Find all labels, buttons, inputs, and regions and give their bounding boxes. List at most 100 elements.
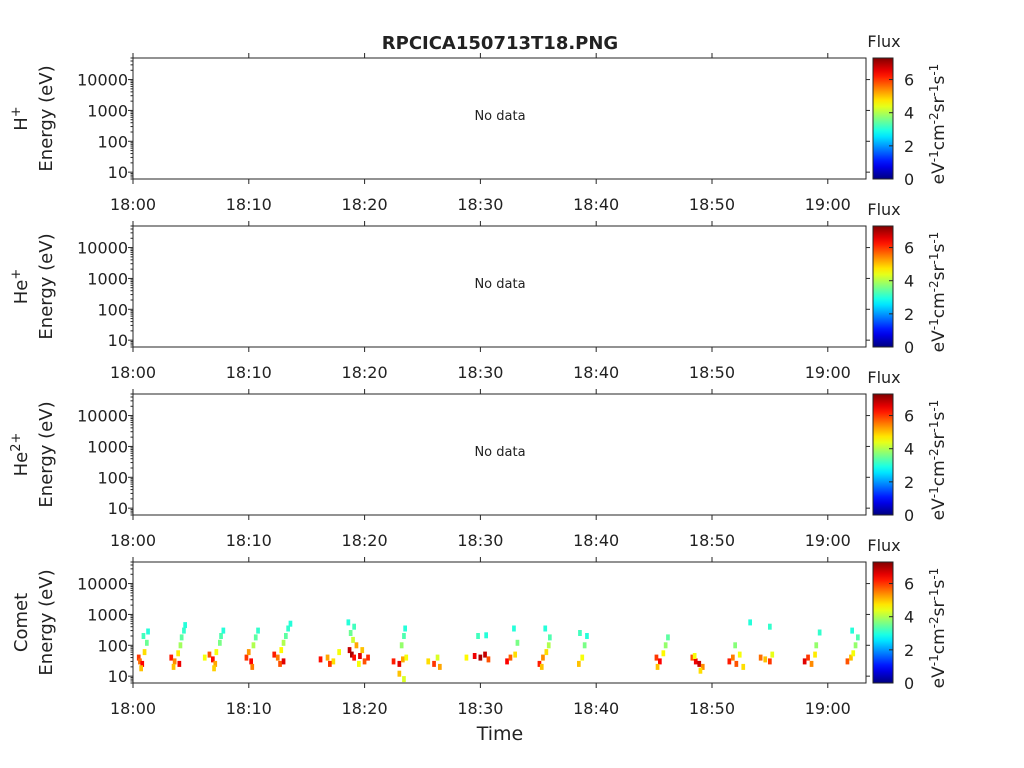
heatmap-cell — [145, 639, 149, 646]
heatmap-cell — [146, 628, 150, 635]
unit-exponent: -1 — [927, 400, 941, 412]
unit-part: sr — [929, 264, 949, 280]
heatmap-cell — [275, 654, 280, 661]
x-tick-label: 18:00 — [110, 699, 156, 718]
heatmap-cell — [281, 658, 286, 665]
colorbar-title: Flux — [867, 368, 900, 387]
unit-part: cm — [929, 124, 949, 150]
colorbar-tick-label: 6 — [904, 575, 914, 594]
heatmap-cell — [246, 649, 251, 656]
unit-exponent: -2 — [927, 280, 941, 292]
heatmap-cell — [138, 658, 142, 665]
x-tick-label: 18:30 — [457, 195, 503, 214]
heatmap-cell — [748, 619, 752, 626]
x-tick-label: 18:00 — [110, 363, 156, 382]
x-tick-label: 18:30 — [457, 699, 503, 718]
colorbar-tick-label: 6 — [904, 71, 914, 90]
heatmap-cell — [347, 647, 352, 654]
colorbar-unit-label: eV-1cm-2sr-1s-1 — [927, 568, 949, 689]
colorbar — [872, 393, 894, 516]
heatmap-cell — [325, 654, 330, 661]
heatmap-cell — [171, 663, 176, 670]
heatmap-cell — [813, 651, 817, 658]
colorbar-tick-label: 2 — [904, 641, 914, 660]
colorbar-tick-label: 6 — [904, 239, 914, 258]
unit-part: eV — [929, 666, 949, 688]
heatmap-cell — [666, 634, 670, 641]
heatmap-cell — [207, 651, 212, 658]
colorbar-tick-label: 0 — [904, 170, 914, 189]
x-tick-label: 18:10 — [226, 363, 272, 382]
heatmap-cell — [214, 649, 219, 656]
heatmap-cell — [580, 654, 585, 661]
heatmap-cell — [136, 654, 141, 661]
unit-part: s — [929, 580, 949, 589]
heatmap-cell — [697, 660, 702, 667]
heatmap-cell — [515, 639, 520, 646]
y-axis-label: Energy (eV) — [36, 569, 57, 675]
heatmap-cell — [654, 654, 659, 661]
heatmap-cell — [391, 658, 396, 665]
heatmap-cell — [655, 663, 660, 670]
heatmap-cell — [809, 660, 814, 667]
y-tick-label: 10000 — [77, 71, 128, 90]
heatmap-cell — [404, 654, 409, 661]
heatmap-cell — [737, 651, 742, 658]
heatmap-cell — [348, 630, 353, 636]
unit-part: sr — [929, 96, 949, 112]
no-data-message: No data — [474, 445, 525, 460]
heatmap-cell — [734, 660, 739, 667]
x-tick-label: 18:50 — [689, 531, 735, 550]
species-name: He — [11, 452, 32, 477]
heatmap-cell — [399, 642, 404, 649]
unit-part: cm — [929, 628, 949, 654]
x-tick-label: 18:30 — [457, 531, 503, 550]
unit-exponent: -1 — [927, 568, 941, 580]
heatmap-cell — [435, 654, 440, 661]
unit-part: sr — [929, 432, 949, 448]
heatmap-cell — [352, 654, 356, 661]
heatmap-cell — [286, 625, 290, 632]
heatmap-cell — [179, 634, 184, 641]
colorbar-tick-label: 2 — [904, 473, 914, 492]
heatmap-cell — [731, 654, 735, 661]
heatmap-cell — [212, 665, 216, 672]
no-data-message: No data — [474, 277, 525, 292]
heatmap-cell — [331, 658, 336, 665]
y-tick-label: 1000 — [87, 101, 128, 120]
y-tick-label: 10000 — [77, 575, 128, 594]
x-tick-label: 19:00 — [805, 195, 851, 214]
y-tick-label: 10 — [108, 331, 128, 350]
panel-3: 10 100 1000 10000 18:00 18:10 18:20 18:30 18:40 1… — [9, 368, 949, 550]
heatmap-cell — [213, 660, 218, 667]
colorbar-tick-label: 0 — [904, 674, 914, 693]
heatmap-cell — [546, 642, 551, 649]
x-tick-label: 18:30 — [457, 363, 503, 382]
heatmap-cell — [279, 647, 284, 654]
heatmap-cell — [140, 660, 145, 667]
heatmap-cell — [741, 663, 746, 670]
colorbar-title: Flux — [867, 200, 900, 219]
heatmap-cell — [351, 636, 355, 643]
panel-4: 10 100 1000 10000 18:00 18:10 18:20 18:30 18:40 1… — [11, 536, 949, 718]
heatmap-cell — [763, 656, 768, 663]
heatmap-cell — [700, 663, 705, 670]
x-tick-label: 18:10 — [226, 531, 272, 550]
heatmap-cell — [486, 656, 491, 663]
unit-part: cm — [929, 460, 949, 486]
heatmap-cell — [582, 642, 587, 649]
y-tick-label: 100 — [97, 636, 128, 655]
y-axis-label: Energy (eV) — [36, 65, 57, 171]
colorbar-title: Flux — [867, 32, 900, 51]
heatmap-cell — [182, 627, 186, 634]
unit-exponent: -1 — [927, 150, 941, 162]
x-axis-label: Time — [476, 723, 524, 745]
heatmap-cell — [512, 625, 516, 632]
y-axis-label: Energy (eV) — [36, 233, 57, 339]
x-tick-label: 19:00 — [805, 699, 851, 718]
no-data-message: No data — [474, 109, 525, 124]
y-tick-label: 10000 — [77, 407, 128, 426]
heatmap-cell — [357, 660, 361, 667]
species-name: Comet — [11, 593, 32, 652]
